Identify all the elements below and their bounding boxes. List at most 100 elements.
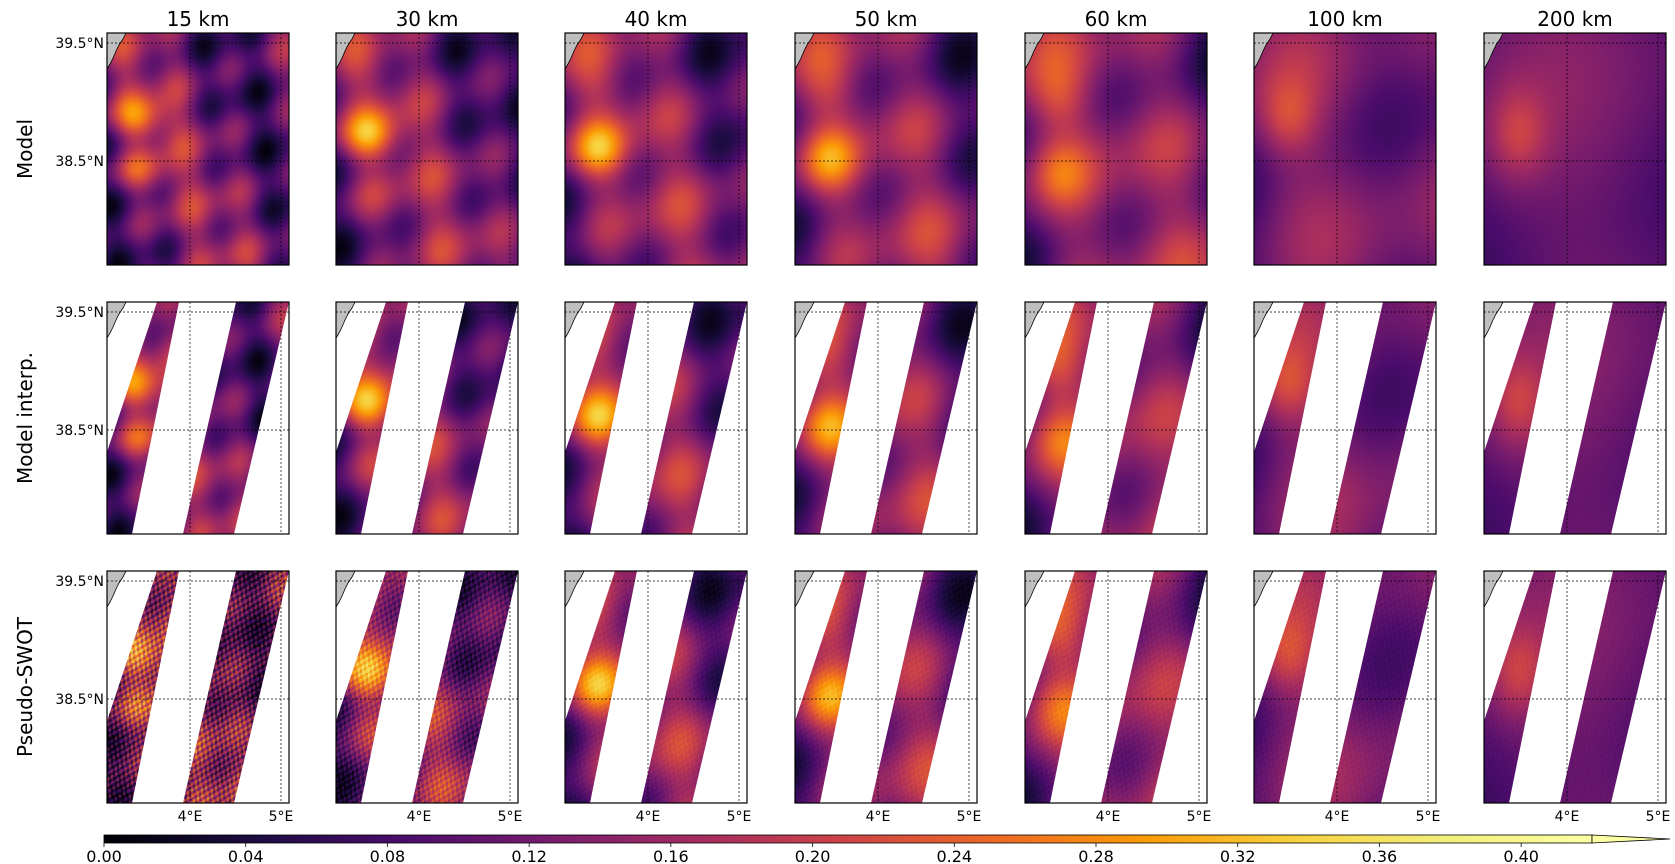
lat-tick-label: 38.5°N xyxy=(55,423,104,439)
panel-frame xyxy=(564,301,748,535)
lon-tick-label: 4°E xyxy=(178,809,203,825)
colorbar-tick-label: 0.04 xyxy=(228,847,264,864)
coastline-land xyxy=(794,32,815,71)
ssh-field-image xyxy=(107,33,289,265)
map-panel xyxy=(106,32,290,266)
lon-tick-label: 5°E xyxy=(1187,809,1212,825)
map-panel xyxy=(1253,32,1437,266)
row-label: Model interp. xyxy=(13,352,37,484)
lat-tick-label: 38.5°N xyxy=(55,154,104,170)
map-panel xyxy=(106,570,290,804)
ssh-field-image xyxy=(1254,33,1436,265)
map-panel xyxy=(794,32,978,266)
column-title: 50 km xyxy=(855,7,918,31)
colorbar-tick-label: 0.24 xyxy=(936,847,972,864)
colorbar-tick-label: 0.08 xyxy=(370,847,406,864)
lon-tick-label: 5°E xyxy=(727,809,752,825)
panel-frame xyxy=(1024,570,1208,804)
coastline-land xyxy=(1253,570,1274,609)
panel-frame xyxy=(1253,301,1437,535)
map-panel xyxy=(1253,570,1437,804)
colorbar: 0.00 0.04 0.08 0.12 0.16 0.20 0.24 0.28 0.32 0.36… xyxy=(86,834,1671,864)
lon-tick-label: 4°E xyxy=(1555,809,1580,825)
panel-frame xyxy=(1483,301,1667,535)
colorbar-tick-label: 0.36 xyxy=(1362,847,1398,864)
lon-tick-label: 4°E xyxy=(1325,809,1350,825)
coastline-land xyxy=(1024,301,1045,340)
column-title: 200 km xyxy=(1537,7,1613,31)
lon-tick-label: 5°E xyxy=(269,809,294,825)
colorbar-tick-label: 0.12 xyxy=(511,847,547,864)
map-panel xyxy=(564,32,748,266)
map-panel xyxy=(564,301,748,535)
panel-frame xyxy=(1483,570,1667,804)
panel-frame xyxy=(335,32,519,266)
panel-frame xyxy=(335,570,519,804)
row-label: Pseudo-SWOT xyxy=(13,616,37,757)
panel-frame xyxy=(1024,301,1208,535)
coastline-land xyxy=(794,301,815,340)
column-title: 100 km xyxy=(1307,7,1383,31)
column-title: 30 km xyxy=(396,7,459,31)
panel-frame xyxy=(1483,32,1667,266)
colorbar-extend-arrow xyxy=(1591,834,1671,844)
panel-frame xyxy=(335,301,519,535)
colorbar-tick-label: 0.40 xyxy=(1503,847,1539,864)
lon-tick-label: 5°E xyxy=(1416,809,1441,825)
map-panel xyxy=(335,570,519,804)
lon-tick-label: 4°E xyxy=(866,809,891,825)
ssh-field-image xyxy=(336,33,518,265)
coastline-land xyxy=(335,32,356,71)
panel-frame xyxy=(794,32,978,266)
lat-tick-label: 38.5°N xyxy=(55,692,104,708)
map-panel xyxy=(335,32,519,266)
map-panel xyxy=(794,570,978,804)
coastline-land xyxy=(1024,32,1045,71)
coastline-land xyxy=(106,570,127,609)
panel-frame xyxy=(564,570,748,804)
panel-frame xyxy=(794,301,978,535)
lat-tick-label: 39.5°N xyxy=(55,305,104,321)
map-panel xyxy=(335,301,519,535)
map-panel xyxy=(1253,301,1437,535)
panel-frame xyxy=(1253,570,1437,804)
lon-tick-label: 4°E xyxy=(407,809,432,825)
colorbar-bar xyxy=(103,834,1593,844)
ssh-field-image xyxy=(795,33,977,265)
coastline-land xyxy=(564,32,585,71)
map-panel xyxy=(1024,32,1208,266)
colorbar-tick-label: 0.00 xyxy=(86,847,122,864)
row-label: Model xyxy=(13,119,37,179)
map-panel xyxy=(1483,301,1667,535)
panel-frame xyxy=(1253,32,1437,266)
coastline-land xyxy=(1024,570,1045,609)
panel-frame xyxy=(794,570,978,804)
coastline-land xyxy=(106,32,127,71)
map-panel xyxy=(1483,32,1667,266)
map-panel xyxy=(1024,570,1208,804)
lon-tick-label: 4°E xyxy=(1096,809,1121,825)
map-panel xyxy=(794,301,978,535)
colorbar-tick-label: 0.32 xyxy=(1220,847,1256,864)
coastline-land xyxy=(1483,570,1504,609)
coastline-land xyxy=(1253,301,1274,340)
coastline-land xyxy=(1483,32,1504,71)
panel-frame xyxy=(106,570,290,804)
panel-frame xyxy=(106,32,290,266)
map-panel xyxy=(564,570,748,804)
column-title: 15 km xyxy=(167,7,230,31)
coastline-land xyxy=(335,301,356,340)
column-title: 40 km xyxy=(625,7,688,31)
panel-frame xyxy=(564,32,748,266)
coastline-land xyxy=(564,570,585,609)
ssh-field-image xyxy=(565,33,747,265)
lon-tick-label: 4°E xyxy=(636,809,661,825)
coastline-land xyxy=(564,301,585,340)
coastline-land xyxy=(335,570,356,609)
panel-frame xyxy=(1024,32,1208,266)
map-panel xyxy=(1024,301,1208,535)
map-panel xyxy=(1483,570,1667,804)
ssh-field-image xyxy=(1484,33,1666,265)
lon-tick-label: 5°E xyxy=(498,809,523,825)
